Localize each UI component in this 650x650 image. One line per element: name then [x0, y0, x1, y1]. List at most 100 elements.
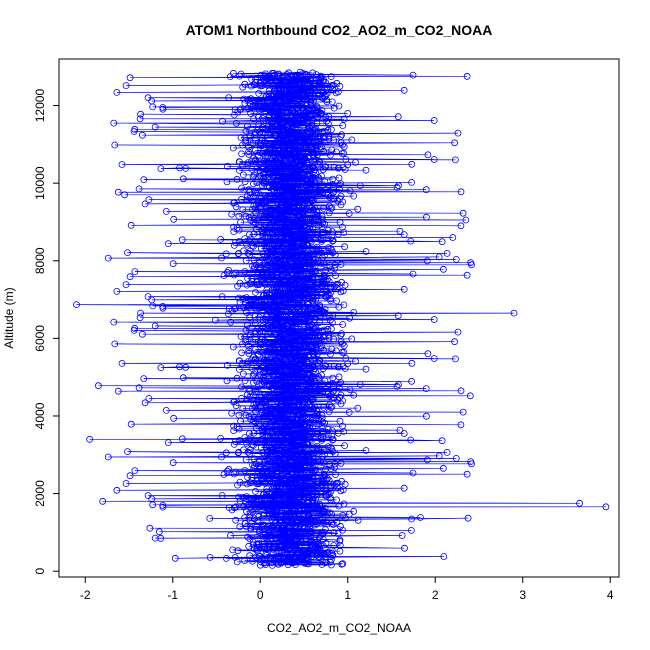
data-point: [159, 104, 167, 111]
data-point: [236, 279, 244, 287]
data-point: [223, 162, 231, 170]
data-point: [316, 356, 323, 364]
data-point: [282, 289, 290, 297]
data-point: [328, 233, 336, 241]
data-point: [276, 475, 284, 483]
data-point: [330, 104, 338, 112]
data-point: [244, 274, 252, 282]
data-point: [230, 241, 238, 249]
data-point: [256, 371, 264, 379]
data-point: [237, 333, 245, 340]
data-point: [293, 285, 301, 292]
data-point: [232, 503, 240, 511]
data-point: [266, 339, 274, 347]
data-point: [322, 465, 329, 473]
data-point: [230, 470, 238, 478]
data-point: [263, 233, 271, 241]
data-point: [322, 277, 330, 285]
data-point: [316, 339, 324, 347]
data-point: [270, 87, 278, 95]
data-point: [254, 270, 262, 278]
data-point: [463, 72, 471, 80]
data-point: [328, 432, 336, 440]
data-point: [250, 214, 258, 222]
data-point: [267, 344, 275, 352]
data-point: [255, 120, 263, 128]
data-point: [423, 257, 431, 265]
data-point: [267, 358, 275, 366]
data-point: [265, 358, 273, 366]
data-point: [321, 163, 329, 171]
data-point: [265, 159, 273, 167]
data-point: [318, 212, 326, 220]
data-point: [225, 305, 233, 313]
data-point: [339, 321, 347, 328]
data-point: [253, 378, 261, 386]
data-point: [285, 69, 293, 77]
data-point: [259, 521, 267, 529]
data-point: [396, 227, 404, 235]
data-point: [260, 273, 268, 280]
data-point: [232, 468, 240, 476]
data-point: [311, 283, 319, 291]
data-point: [400, 484, 408, 492]
data-point: [313, 520, 321, 528]
data-point: [225, 266, 233, 274]
data-point: [262, 561, 269, 568]
data-point: [162, 406, 170, 414]
data-point: [238, 349, 246, 357]
data-point: [239, 171, 247, 179]
data-point: [329, 180, 337, 188]
data-point: [248, 76, 256, 83]
data-point: [278, 210, 286, 218]
data-point: [400, 285, 408, 293]
data-point: [293, 388, 301, 396]
data-point: [244, 96, 252, 103]
data-point: [283, 322, 291, 330]
data-point: [394, 113, 402, 121]
data-point: [309, 342, 316, 350]
data-point: [235, 166, 243, 174]
data-point: [275, 189, 283, 197]
y-tick-label: 2000: [33, 480, 47, 507]
data-point: [251, 128, 259, 136]
data-point: [333, 79, 341, 87]
data-point: [299, 316, 307, 324]
data-point: [467, 259, 475, 267]
data-point: [241, 514, 249, 521]
data-point: [283, 219, 291, 227]
data-point: [236, 298, 244, 306]
data-point: [292, 507, 300, 515]
data-point: [316, 132, 324, 140]
data-point: [315, 246, 322, 254]
data-point: [256, 258, 264, 266]
data-point: [451, 156, 459, 164]
data-point: [325, 132, 333, 140]
data-point: [328, 547, 336, 554]
data-point: [155, 528, 163, 536]
data-point: [315, 540, 323, 548]
data-point: [278, 409, 286, 417]
data-point: [330, 335, 338, 343]
data-point: [218, 293, 226, 301]
data-point: [329, 237, 337, 244]
data-point: [281, 237, 289, 245]
data-point: [291, 431, 298, 439]
x-tick-label: 1: [344, 588, 351, 602]
data-point: [243, 493, 251, 501]
data-point: [246, 247, 254, 255]
data-point: [283, 169, 291, 177]
data-point: [510, 309, 518, 317]
data-point: [309, 69, 317, 77]
data-point: [277, 495, 285, 503]
data-point: [256, 79, 264, 87]
data-point: [275, 279, 283, 287]
data-point: [262, 70, 270, 78]
data-point: [246, 251, 254, 259]
data-point: [248, 165, 256, 173]
data-point: [245, 542, 253, 550]
data-point: [242, 338, 250, 345]
data-point: [306, 385, 314, 393]
data-point: [127, 420, 135, 428]
data-point: [278, 198, 286, 206]
